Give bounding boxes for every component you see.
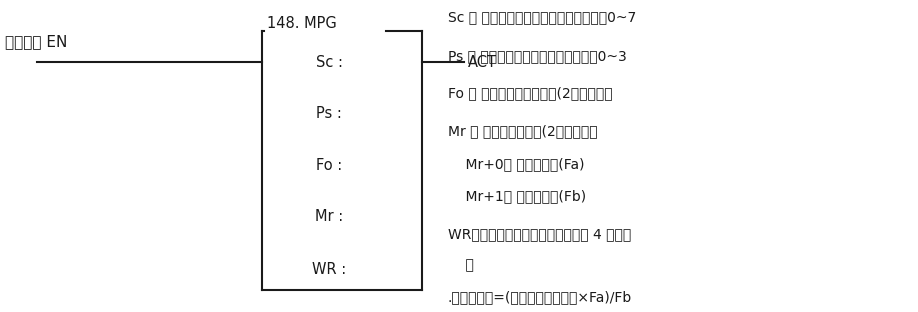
Text: Fo ： 输出频率设定缓存器(2个缓存器）: Fo ： 输出频率设定缓存器(2个缓存器） <box>448 87 612 100</box>
Text: 执行控制 EN: 执行控制 EN <box>5 35 67 50</box>
Text: Mr+0： 倍率被乘数(Fa): Mr+0： 倍率被乘数(Fa) <box>448 157 585 171</box>
Text: WR：工作缓存器起始地址，共占用 4 个缓存: WR：工作缓存器起始地址，共占用 4 个缓存 <box>448 227 632 241</box>
Text: Fo :: Fo : <box>316 158 342 173</box>
Text: Mr+1： 倍率被除数(Fb): Mr+1： 倍率被除数(Fb) <box>448 190 586 203</box>
Text: .输出脉波数=(手摇轮输入脉波数×Fa)/Fb: .输出脉波数=(手摇轮输入脉波数×Fa)/Fb <box>448 290 633 304</box>
Text: Mr ： 倍率设定缓存器(2个缓存器）: Mr ： 倍率设定缓存器(2个缓存器） <box>448 124 598 138</box>
Text: 148. MPG: 148. MPG <box>267 16 337 31</box>
Text: Mr :: Mr : <box>315 209 343 224</box>
Text: WR :: WR : <box>312 262 346 277</box>
Text: Ps ： 指定反应手摇轮之脉波输出轴；0~3: Ps ： 指定反应手摇轮之脉波输出轴；0~3 <box>448 49 627 63</box>
Text: Sc :: Sc : <box>316 55 342 70</box>
Text: Sc ： 指定接手摇轮之来源高速计数器；0~7: Sc ： 指定接手摇轮之来源高速计数器；0~7 <box>448 10 636 24</box>
Text: Ps :: Ps : <box>316 106 342 121</box>
Text: 器: 器 <box>448 258 474 272</box>
Text: ACT: ACT <box>468 55 498 70</box>
